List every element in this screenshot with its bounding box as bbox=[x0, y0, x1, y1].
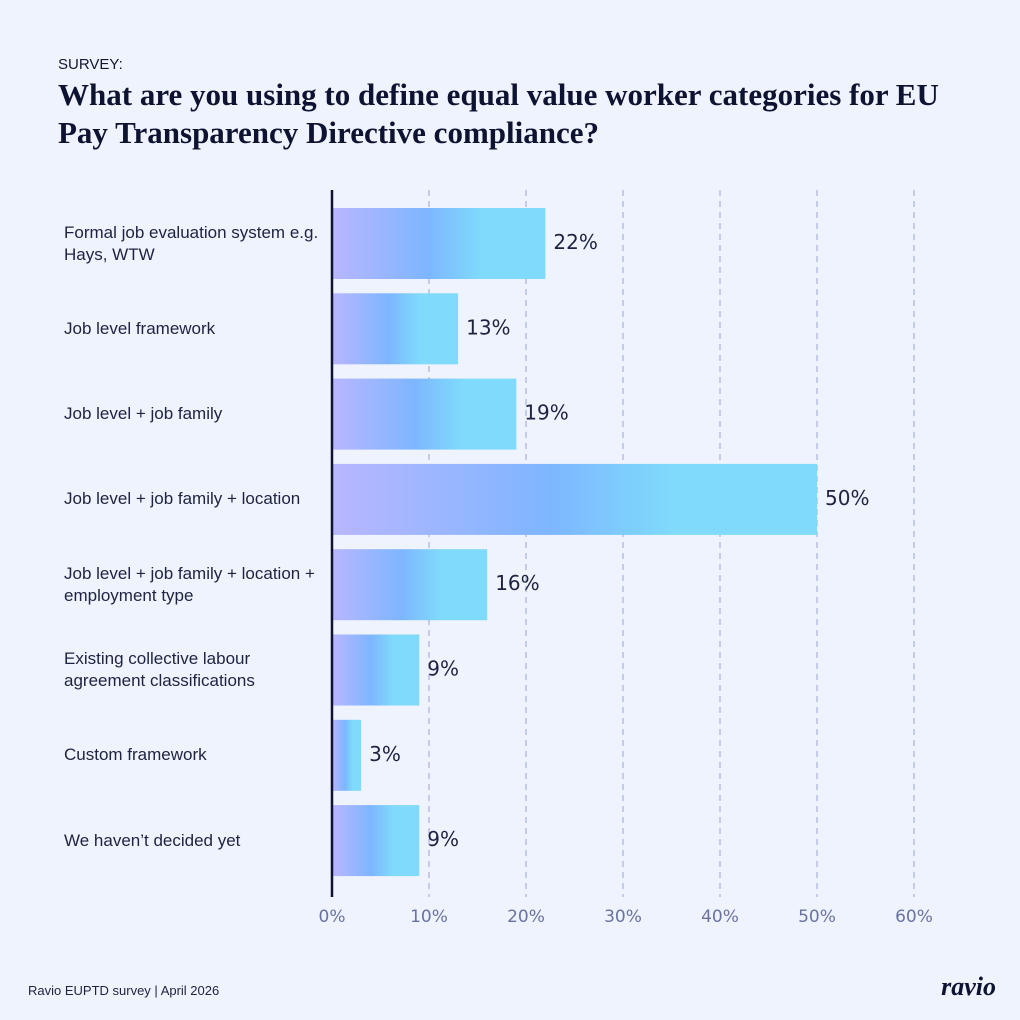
y-tick-label: Custom framework bbox=[64, 745, 207, 765]
y-tick-label: Formal job evaluation system e.g. Hays, … bbox=[64, 222, 319, 264]
value-label: 50% bbox=[825, 486, 869, 510]
eyebrow: SURVEY: bbox=[58, 56, 123, 73]
logo: ravio bbox=[941, 972, 996, 1001]
bar bbox=[332, 208, 546, 279]
value-label: 9% bbox=[427, 827, 459, 851]
x-tick-label: 30% bbox=[604, 907, 642, 927]
x-tick-label: 0% bbox=[319, 907, 346, 927]
bar bbox=[332, 463, 817, 535]
value-label: 19% bbox=[524, 401, 568, 425]
bar bbox=[332, 805, 420, 877]
bar bbox=[332, 293, 459, 365]
y-tick-label: Job level + job family bbox=[64, 404, 223, 424]
y-tick-label: Existing collective labour agreement cla… bbox=[64, 649, 255, 690]
x-tick-label: 40% bbox=[701, 907, 739, 927]
bar bbox=[332, 378, 517, 450]
y-tick-label: Job level + job family + location + empl… bbox=[64, 563, 315, 605]
bar bbox=[332, 549, 488, 621]
bar bbox=[332, 634, 420, 706]
value-label: 22% bbox=[553, 230, 597, 254]
chart-title: What are you using to define equal value… bbox=[58, 77, 939, 150]
value-label: 3% bbox=[369, 742, 401, 766]
x-tick-label: 50% bbox=[798, 907, 836, 927]
value-label: 16% bbox=[495, 571, 539, 595]
y-tick-label: Job level + job family + location bbox=[64, 489, 301, 509]
value-label: 9% bbox=[427, 657, 459, 681]
value-label: 13% bbox=[466, 315, 510, 339]
bar bbox=[332, 719, 362, 791]
footer-source: Ravio EUPTD survey | April 2026 bbox=[28, 983, 220, 998]
x-tick-label: 10% bbox=[410, 907, 448, 927]
y-tick-label: We haven’t decided yet bbox=[64, 830, 241, 850]
y-tick-label: Job level framework bbox=[64, 318, 216, 338]
x-tick-label: 60% bbox=[895, 907, 933, 927]
x-tick-label: 20% bbox=[507, 907, 545, 927]
